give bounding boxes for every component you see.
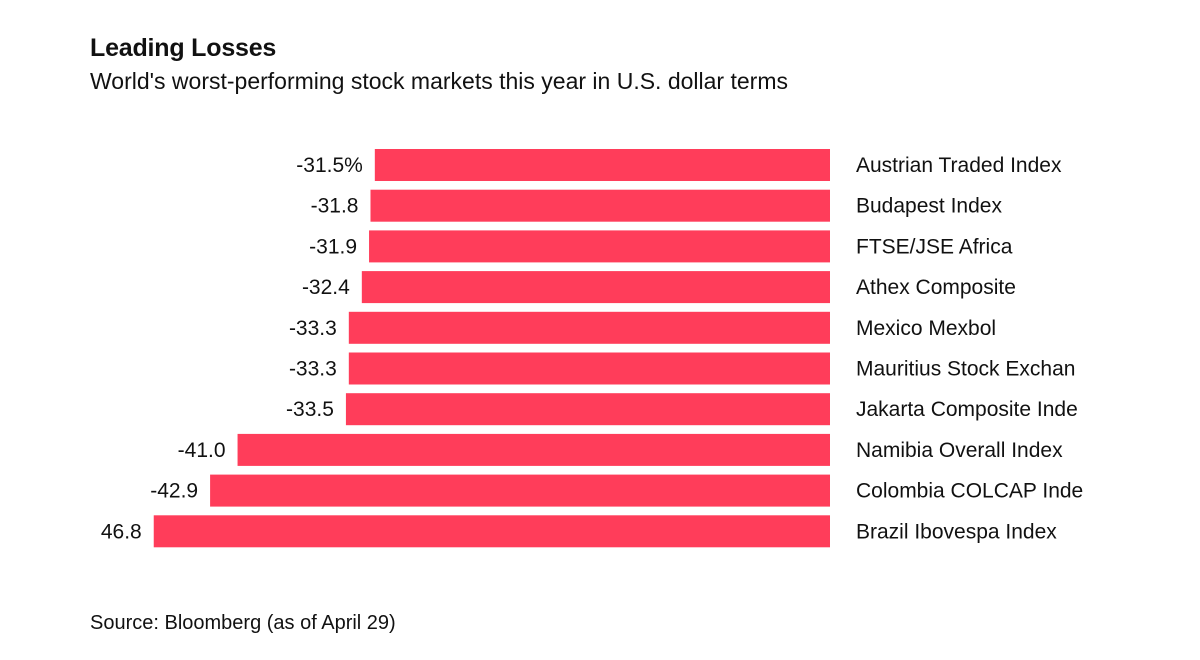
bar [361,271,830,304]
category-label: Athex Composite [856,276,1016,299]
value-label: -42.9 [150,480,198,503]
category-label: Colombia COLCAP Inde [856,480,1083,503]
bar [348,311,830,344]
value-label: -33.3 [289,317,337,340]
bar [348,352,830,385]
category-label: Jakarta Composite Inde [856,398,1078,421]
category-label: Brazil Ibovespa Index [856,520,1057,543]
value-label: -31.9 [309,235,357,258]
category-label: Austrian Traded Index [856,154,1062,177]
category-label: Mauritius Stock Exchan [856,358,1075,381]
value-labels-group: -31.5% -31.8 -31.9 -32.4 -33.3 -33.3 -33.5 -41.… [101,154,363,543]
value-label: -33.3 [289,358,337,381]
value-label: -32.4 [302,276,350,299]
bar [237,433,831,466]
chart-title: Leading Losses [90,34,277,62]
value-label: -31.5% [296,154,363,177]
value-label: -31.8 [311,195,359,218]
value-label: -41.0 [178,439,226,462]
bar [374,149,830,181]
bar [370,189,830,222]
value-label: -33.5 [286,398,334,421]
bar [153,515,831,548]
source-note: Source: Bloomberg (as of April 29) [90,612,396,634]
category-label: FTSE/JSE Africa [856,235,1013,258]
bar [345,393,830,426]
bar [369,230,830,263]
category-label: Namibia Overall Index [856,439,1063,462]
chart-subtitle: World's worst-performing stock markets t… [90,68,788,94]
bar [210,474,831,507]
value-label: 46.8 [101,520,142,543]
category-label: Mexico Mexbol [856,317,996,340]
bars-group [153,149,831,548]
category-labels-group: Austrian Traded Index Budapest Index FTSE/… [856,154,1083,543]
category-label: Budapest Index [856,195,1002,218]
